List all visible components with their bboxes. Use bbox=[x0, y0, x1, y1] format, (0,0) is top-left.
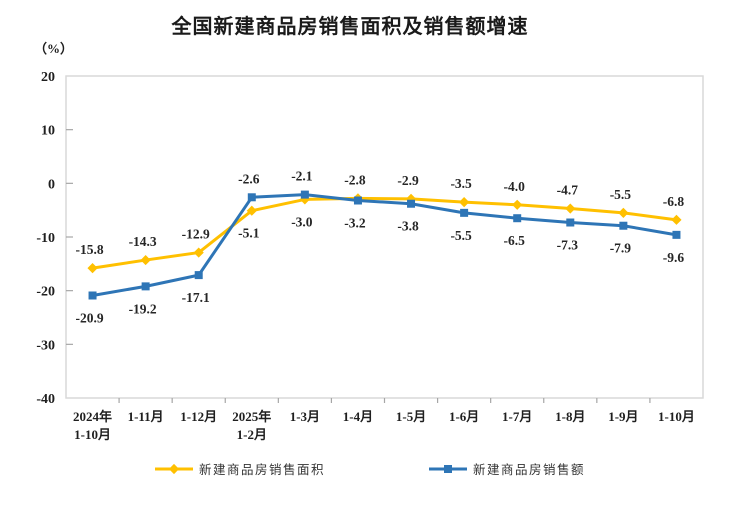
y-tick-label: -30 bbox=[36, 338, 55, 353]
data-point-marker bbox=[141, 282, 150, 291]
x-tick-label: 2024年 1-10月 bbox=[73, 409, 112, 442]
data-label: -7.3 bbox=[557, 238, 579, 253]
data-point-marker bbox=[565, 203, 576, 214]
legend-item-0: 新建商品房销售面积 bbox=[154, 459, 325, 478]
legend-label-0: 新建商品房销售面积 bbox=[198, 463, 325, 477]
data-label: -6.8 bbox=[663, 194, 685, 209]
data-point-marker bbox=[619, 221, 628, 230]
x-tick-label: 1-11月 bbox=[128, 409, 164, 424]
data-point-marker bbox=[672, 230, 681, 239]
data-label: -7.9 bbox=[610, 241, 632, 256]
data-label: -3.8 bbox=[397, 219, 419, 234]
x-tick-label: 1-4月 bbox=[343, 409, 373, 424]
data-label: -3.0 bbox=[291, 214, 313, 229]
data-label: -2.6 bbox=[238, 171, 260, 186]
y-tick-label: 0 bbox=[48, 177, 55, 192]
x-tick-label: 1-10月 bbox=[658, 409, 695, 424]
y-tick-label: 20 bbox=[41, 70, 55, 85]
data-label: -14.3 bbox=[129, 234, 157, 249]
data-point-marker bbox=[353, 196, 362, 205]
x-tick-label: 1-6月 bbox=[449, 409, 479, 424]
y-tick-label: -20 bbox=[36, 285, 55, 300]
data-label: -9.6 bbox=[663, 250, 685, 265]
data-point-marker bbox=[246, 205, 257, 216]
data-point-marker bbox=[618, 207, 629, 218]
legend-square-marker-icon bbox=[429, 464, 467, 473]
data-point-marker bbox=[87, 263, 98, 274]
y-tick-label: -10 bbox=[36, 231, 55, 246]
data-label: -6.5 bbox=[504, 233, 526, 248]
y-tick-label: 10 bbox=[41, 124, 55, 139]
series-line-1 bbox=[91, 193, 678, 297]
x-tick-label: 1-8月 bbox=[555, 409, 585, 424]
data-point-marker bbox=[513, 214, 522, 223]
x-tick-label: 1-3月 bbox=[290, 409, 320, 424]
data-label: -2.8 bbox=[344, 172, 366, 187]
y-axis-unit-label: （%） bbox=[34, 41, 74, 56]
data-label: -19.2 bbox=[129, 301, 157, 316]
data-label: -5.5 bbox=[610, 187, 632, 202]
series-line-0 bbox=[91, 196, 678, 270]
data-label: -4.7 bbox=[557, 183, 579, 198]
x-tick-label: 2025年 1-2月 bbox=[232, 409, 271, 442]
y-tick-label: -40 bbox=[36, 392, 55, 407]
data-label: -2.1 bbox=[291, 169, 313, 184]
data-label: -5.5 bbox=[450, 228, 472, 243]
legend-diamond-marker-icon bbox=[154, 463, 193, 474]
x-tick-label: 1-7月 bbox=[502, 409, 532, 424]
legend-label-1: 新建商品房销售额 bbox=[473, 463, 586, 477]
data-point-marker bbox=[247, 193, 256, 202]
plot-border bbox=[65, 75, 704, 399]
data-label: -3.5 bbox=[450, 176, 472, 191]
data-point-marker bbox=[460, 208, 469, 217]
data-point-marker bbox=[407, 199, 416, 208]
data-point-marker bbox=[194, 271, 203, 280]
x-tick-label: 1-12月 bbox=[180, 409, 217, 424]
data-label: -20.9 bbox=[75, 310, 103, 325]
chart-title: 全国新建商品房销售面积及销售额增速 bbox=[171, 16, 529, 38]
data-label: -12.9 bbox=[182, 227, 210, 242]
data-point-marker bbox=[140, 254, 151, 266]
legend-item-1: 新建商品房销售额 bbox=[429, 459, 585, 478]
data-label: -3.2 bbox=[344, 216, 366, 231]
data-label: -5.1 bbox=[238, 226, 260, 241]
data-label: -2.9 bbox=[397, 173, 419, 188]
data-label: -17.1 bbox=[182, 290, 210, 305]
data-point-marker bbox=[193, 247, 204, 258]
chart-legend: 新建商品房销售面积 新建商品房销售额 bbox=[0, 459, 740, 478]
data-point-marker bbox=[512, 199, 523, 210]
x-tick-label: 1-5月 bbox=[396, 409, 426, 424]
data-point-marker bbox=[671, 214, 682, 225]
data-point-marker bbox=[566, 218, 575, 227]
data-label: -15.8 bbox=[75, 242, 103, 257]
x-tick-label: 1-9月 bbox=[608, 409, 638, 424]
data-point-marker bbox=[300, 190, 309, 199]
data-label: -4.0 bbox=[504, 179, 526, 194]
data-point-marker bbox=[459, 197, 470, 208]
data-point-marker bbox=[88, 291, 97, 300]
